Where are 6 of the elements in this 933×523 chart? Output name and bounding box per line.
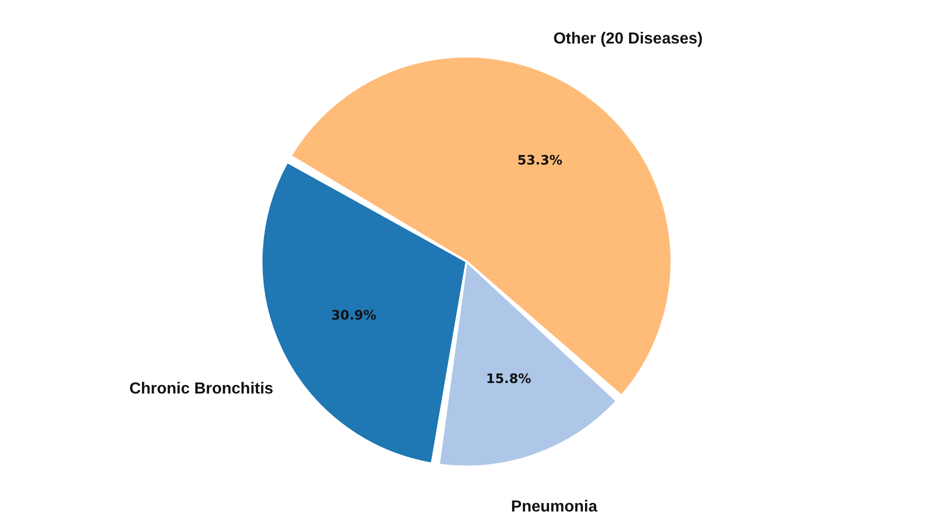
slice-label: Chronic Bronchitis: [129, 380, 274, 398]
slice-label: Other (20 Diseases): [553, 30, 703, 48]
data-label: 15.8%: [486, 372, 532, 388]
data-label: 30.9%: [331, 308, 376, 324]
data-label: 53.3%: [517, 153, 562, 168]
slice-label: Pneumonia: [511, 498, 598, 516]
